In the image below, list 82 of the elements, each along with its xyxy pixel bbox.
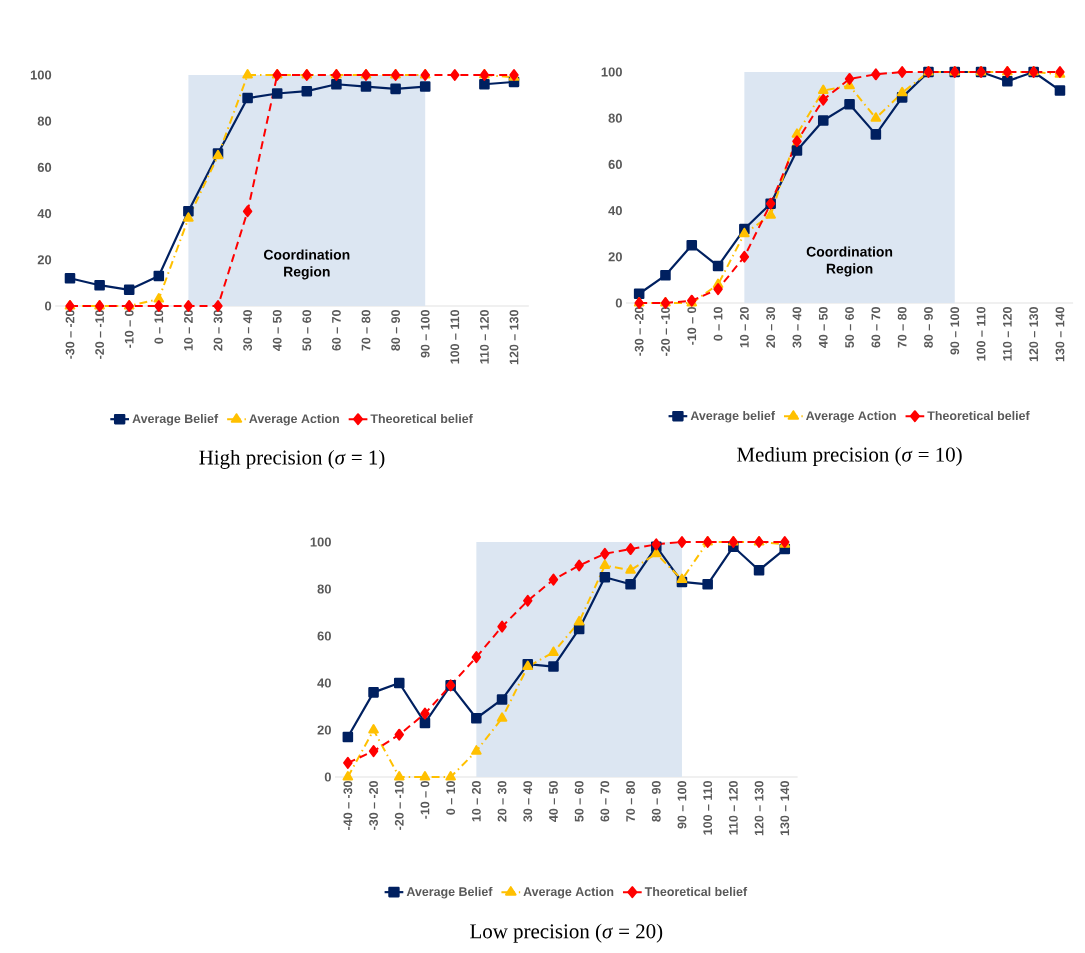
x-tick-label: 20 – 30 <box>766 307 776 348</box>
y-tick-label: 100 <box>310 537 331 547</box>
x-tick-label: 0 – 10 <box>154 310 164 344</box>
legend-label: Average Belief <box>132 413 219 426</box>
x-tick-label: 0 – 10 <box>446 781 456 815</box>
y-tick-label: 60 <box>608 159 622 169</box>
y-tick-label: 40 <box>317 678 331 688</box>
x-tick-label: 80 – 90 <box>924 307 933 348</box>
x-tick-label: -30 – -20 <box>65 310 75 359</box>
y-tick-label: 80 <box>608 113 622 123</box>
x-tick-label: -20 – -10 <box>95 310 105 359</box>
x-tick-label: 80 – 90 <box>391 310 401 351</box>
y-tick-label: 60 <box>317 631 331 641</box>
x-tick-label: 40 – 50 <box>549 781 558 822</box>
x-tick-label: 70 – 80 <box>626 781 635 822</box>
x-tick-label: 130 – 140 <box>780 781 790 836</box>
legend-label: Theoretical belief <box>644 886 748 897</box>
x-tick-label: 40 – 50 <box>272 310 282 351</box>
text: High precision (σ = 1) <box>199 449 385 469</box>
x-tick-label: 110 – 120 <box>480 310 489 364</box>
x-tick-label: 100 – 110 <box>976 307 986 361</box>
y-tick-label: 20 <box>37 255 52 265</box>
x-tick-label: -20 – -10 <box>394 781 404 830</box>
x-tick-label: 60 – 70 <box>600 781 610 822</box>
x-tick-label: -30 – -20 <box>369 781 378 830</box>
x-tick-label: 0 – 10 <box>713 307 723 341</box>
y-tick-label: 80 <box>37 116 52 126</box>
y-tick-label: 20 <box>317 725 331 735</box>
text: Medium precision (σ = 10) <box>737 446 962 466</box>
y-tick-label: 20 <box>608 252 622 262</box>
legend-label: Average Action <box>806 410 896 423</box>
x-tick-label: 110 – 120 <box>1002 307 1012 361</box>
x-tick-label: 30 – 40 <box>792 307 802 348</box>
band-label: Coordination Region <box>264 249 350 280</box>
text: Low precision (σ = 20) <box>470 923 663 943</box>
x-tick-label: -40 – -30 <box>343 781 353 830</box>
x-tick-label: 50 – 60 <box>574 781 584 822</box>
x-tick-label: -10 – 0 <box>687 307 697 345</box>
x-tick-label: 100 – 110 <box>450 310 460 364</box>
y-tick-label: 60 <box>37 162 52 172</box>
x-tick-label: 90 – 100 <box>677 781 687 829</box>
y-tick-label: 100 <box>601 67 622 77</box>
y-tick-label: 40 <box>37 209 52 219</box>
legend-label: Average Action <box>523 886 614 899</box>
y-tick-label: 0 <box>44 301 52 311</box>
legend-label: Average belief <box>690 410 776 423</box>
x-tick-label: 90 – 100 <box>420 310 430 358</box>
y-tick-label: 40 <box>608 206 622 216</box>
x-tick-label: 50 – 60 <box>845 307 854 348</box>
x-tick-label: 60 – 70 <box>332 310 341 351</box>
x-tick-label: 60 – 70 <box>871 307 881 348</box>
x-tick-label: 50 – 60 <box>302 310 312 351</box>
legend-label: Theoretical belief <box>927 410 1030 421</box>
x-tick-label: 120 – 130 <box>1029 307 1039 362</box>
x-tick-label: 90 – 100 <box>950 307 960 355</box>
legend-label: Theoretical belief <box>370 413 473 424</box>
x-tick-label: -10 – 0 <box>420 781 430 819</box>
band-label: Coordination Region <box>806 246 893 277</box>
y-tick-label: 100 <box>30 70 52 80</box>
x-tick-label: -30 – -20 <box>634 307 644 356</box>
x-tick-label: 30 – 40 <box>523 781 533 822</box>
x-tick-label: 80 – 90 <box>651 781 661 822</box>
x-tick-label: 70 – 80 <box>897 307 907 348</box>
y-tick-label: 80 <box>317 584 331 594</box>
x-tick-label: 10 – 20 <box>739 307 749 348</box>
x-tick-label: 20 – 30 <box>213 310 223 351</box>
x-tick-label: 120 – 130 <box>754 781 764 836</box>
x-tick-label: 70 – 80 <box>361 310 371 351</box>
x-tick-label: -20 – -10 <box>661 307 670 356</box>
legend-label: Average Action <box>249 413 339 426</box>
x-tick-label: 20 – 30 <box>497 781 507 822</box>
legend-label: Average Belief <box>406 886 493 899</box>
x-tick-label: 10 – 20 <box>184 310 193 351</box>
x-tick-label: 40 – 50 <box>818 307 828 348</box>
x-tick-label: 30 – 40 <box>243 310 253 351</box>
x-tick-label: 110 – 120 <box>728 781 738 835</box>
y-tick-label: 0 <box>615 298 622 308</box>
x-tick-label: 130 – 140 <box>1055 307 1065 362</box>
y-tick-label: 0 <box>324 772 331 782</box>
x-tick-label: 10 – 20 <box>471 781 481 822</box>
x-tick-label: 120 – 130 <box>509 310 519 365</box>
x-tick-label: 100 – 110 <box>703 781 713 835</box>
